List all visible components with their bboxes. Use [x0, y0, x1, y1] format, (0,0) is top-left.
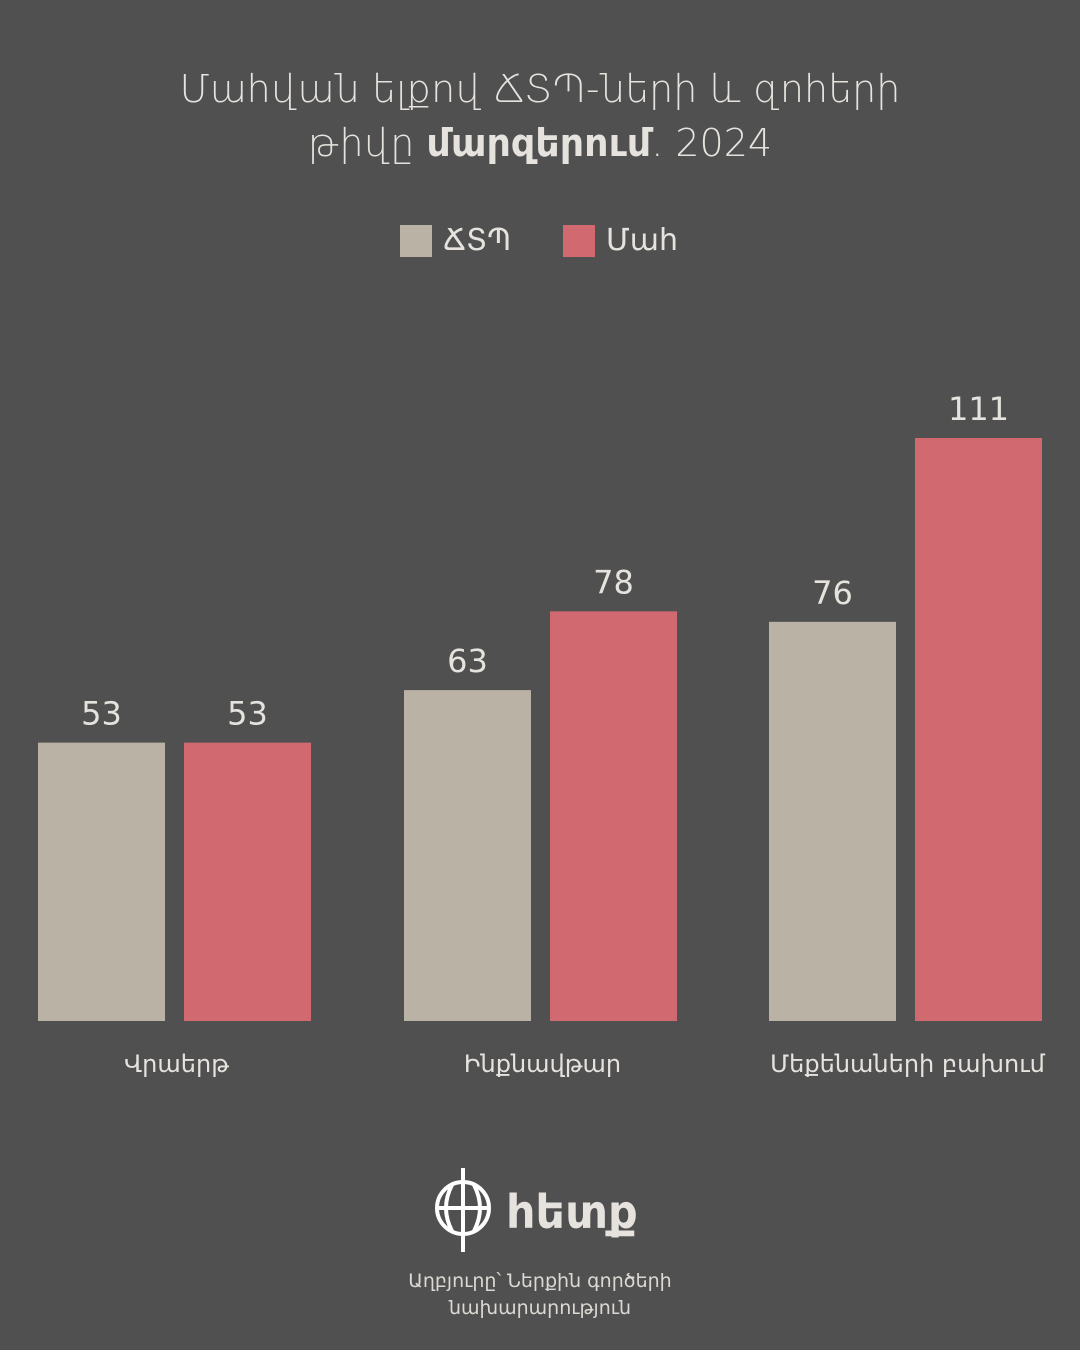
source-line: Աղբյուրը՝ Ներքին գործերի: [408, 1270, 672, 1292]
title-part: . 2024: [651, 121, 773, 165]
value-label: 53: [227, 695, 268, 733]
chart-title: Մահվան ելքով ՃՏՊ-ների և զոհերի թիվը մարզ…: [0, 62, 1080, 170]
bar: [915, 438, 1042, 1021]
bar: [404, 690, 531, 1021]
title-line: Մահվան ելքով ՃՏՊ-ների և զոհերի: [179, 67, 901, 111]
bar: [184, 742, 311, 1021]
value-label: 76: [812, 574, 853, 612]
source-line: նախարարություն: [448, 1297, 632, 1319]
bar: [769, 621, 896, 1021]
title-part: թիվը: [307, 121, 415, 165]
legend-label: ՃՏՊ: [443, 223, 511, 258]
x-tick-label: Մեքենաների բախում: [770, 1050, 1046, 1078]
value-label: 53: [81, 695, 122, 733]
legend-label: Մահ: [606, 223, 678, 258]
bar: [550, 611, 677, 1021]
value-label: 63: [447, 642, 488, 680]
title-bold: մարզերում: [426, 121, 652, 165]
logo-text: հետք: [506, 1185, 638, 1239]
legend-swatch: [563, 225, 595, 257]
bar: [38, 742, 165, 1021]
logo-icon: [435, 1168, 491, 1252]
title-line: թիվը մարզերում. 2024: [0, 116, 1080, 170]
legend-swatch: [400, 225, 432, 257]
x-tick-label: Վրաերթ: [124, 1050, 229, 1078]
x-tick-label: Ինքնավթար: [464, 1050, 621, 1078]
value-label: 78: [593, 563, 634, 601]
source: Աղբյուրը՝ Ներքին գործերի նախարարություն: [0, 1268, 1080, 1322]
value-label: 111: [948, 390, 1009, 428]
